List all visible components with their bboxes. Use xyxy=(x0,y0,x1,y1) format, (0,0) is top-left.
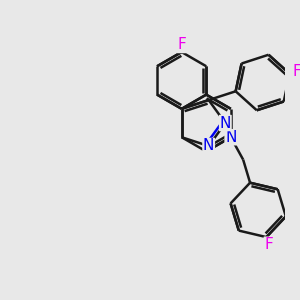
Text: F: F xyxy=(264,237,273,252)
Text: F: F xyxy=(177,38,186,52)
Text: N: N xyxy=(225,130,236,145)
Text: N: N xyxy=(203,139,214,154)
Text: F: F xyxy=(293,64,300,79)
Text: N: N xyxy=(220,116,231,130)
